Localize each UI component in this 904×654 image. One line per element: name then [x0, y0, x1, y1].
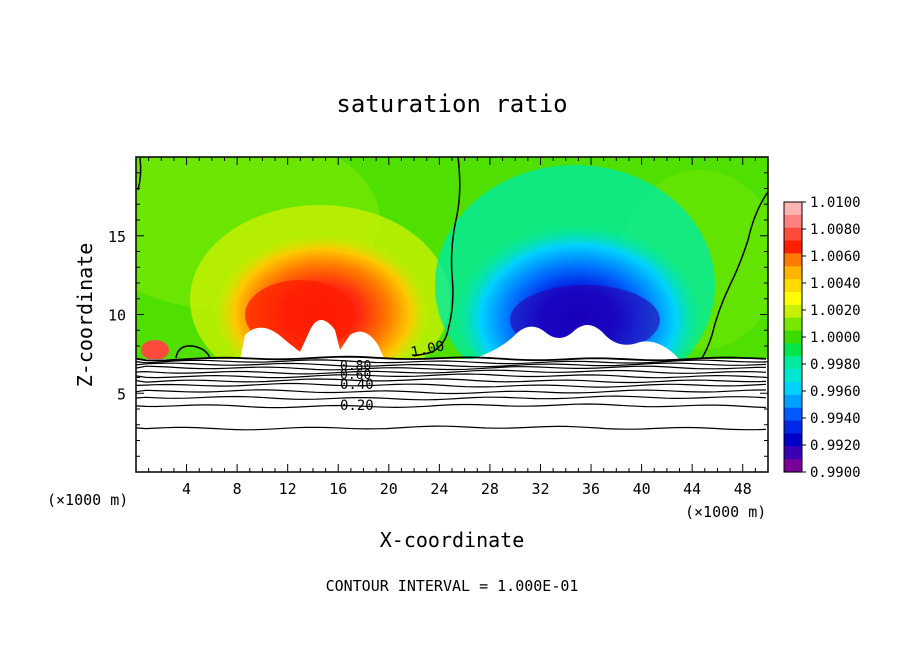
colorbar-swatch	[784, 227, 802, 242]
layer-contour-line	[135, 403, 767, 409]
contour-label-0.60: 0.60	[340, 368, 371, 383]
cloud-base-white-left	[240, 320, 385, 360]
supersat-left-edge	[141, 340, 169, 360]
layer-contour-line	[135, 359, 766, 365]
colorbar-swatch	[784, 317, 802, 332]
layer-contour-line	[135, 355, 767, 362]
colorbar-swatch	[784, 292, 802, 306]
colorbar-swatch	[784, 433, 802, 447]
colorbar	[784, 202, 802, 473]
x-units-left: (×1000 m)	[47, 491, 128, 509]
contour-line-1.00-center	[411, 157, 461, 356]
layer-contour-line	[135, 382, 767, 388]
colorbar-label: 0.9940	[810, 411, 861, 427]
contour-label-0.20: 0.20	[340, 398, 374, 414]
layer-contour-line	[135, 395, 767, 401]
x-tick-label: 32	[531, 480, 549, 498]
lower-layer-contours	[135, 355, 767, 431]
layer-contour-line	[135, 362, 767, 368]
colorbar-swatch	[784, 356, 802, 370]
colorbar-swatch	[784, 279, 802, 293]
contour-interval-text: CONTOUR INTERVAL = 1.000E-01	[326, 577, 579, 595]
colorbar-label: 1.0100	[810, 195, 861, 211]
colorbar-swatch	[784, 343, 802, 357]
y-tick-label: 5	[117, 385, 126, 403]
y-tick-label: 10	[108, 307, 126, 325]
chart-title: saturation ratio	[336, 90, 567, 118]
colorbar-swatch	[784, 382, 802, 396]
x-tick-label: 36	[582, 480, 600, 498]
x-tick-label: 24	[430, 480, 448, 498]
contour-label-0.80: 0.80	[340, 359, 371, 374]
colorbar-swatch	[784, 407, 802, 422]
colorbar-swatch	[784, 369, 802, 383]
colorbar-label: 0.9920	[810, 438, 861, 454]
colorbar-swatch	[784, 420, 802, 435]
layer-contour-line	[135, 365, 767, 371]
x-tick-label: 8	[233, 480, 242, 498]
x-tick-label: 12	[279, 480, 297, 498]
contour-line-1.00-left	[137, 157, 142, 191]
colorbar-swatch	[784, 446, 802, 460]
x-axis-label: X-coordinate	[380, 528, 525, 552]
x-tick-label: 48	[734, 480, 752, 498]
colorbar-swatch	[784, 253, 802, 267]
x-tick-label: 40	[633, 480, 651, 498]
contour-line-1.00-bump	[175, 345, 211, 359]
y-axis-ticks: 5 10 15	[108, 172, 768, 457]
colorbar-swatch	[784, 266, 802, 280]
contour-label-0.40: 0.40	[340, 377, 374, 393]
x-tick-label: 16	[329, 480, 347, 498]
colorbar-swatch	[784, 394, 802, 409]
colorbar-label: 1.0080	[810, 222, 861, 238]
colorbar-label: 0.9980	[810, 357, 861, 373]
colorbar-label: 1.0000	[810, 330, 861, 346]
colorbar-label: 1.0020	[810, 303, 861, 319]
colorbar-label: 1.0040	[810, 276, 861, 292]
colorbar-swatch	[784, 214, 802, 229]
x-axis-ticks: 4 8 12 16 20 24 28 32 36 40 44 48	[148, 157, 756, 498]
colorbar-label: 1.0060	[810, 249, 861, 265]
colorbar-swatch	[784, 202, 802, 216]
x-tick-label: 28	[481, 480, 499, 498]
colorbar-swatch	[784, 240, 802, 255]
colorbar-label: 0.9960	[810, 384, 861, 400]
colorbar-swatch	[784, 459, 802, 473]
contour-line-1.00-right	[701, 191, 768, 359]
layer-contour-line	[135, 373, 767, 379]
x-tick-label: 4	[182, 480, 191, 498]
colorbar-swatch	[784, 304, 802, 319]
layer-contour-line	[135, 378, 767, 384]
heatmap-plot-area	[136, 157, 768, 472]
layer-contour-line	[135, 369, 767, 375]
layer-contour-line	[135, 389, 766, 395]
x-units-right: (×1000 m)	[685, 503, 766, 521]
colorbar-label: 0.9900	[810, 465, 861, 481]
cloud-base-white-right	[470, 325, 680, 360]
colorbar-swatch	[784, 330, 802, 345]
colorbar-labels: 1.0100 1.0080 1.0060 1.0040 1.0020 1.0000 0.99…	[802, 195, 861, 481]
y-axis-label: Z-coordinate	[73, 243, 97, 388]
y-tick-label: 15	[108, 228, 126, 246]
layer-contour-line	[135, 425, 767, 431]
x-tick-label: 44	[683, 480, 701, 498]
x-tick-label: 20	[380, 480, 398, 498]
contour-label-1.00: 1.00	[410, 338, 446, 361]
